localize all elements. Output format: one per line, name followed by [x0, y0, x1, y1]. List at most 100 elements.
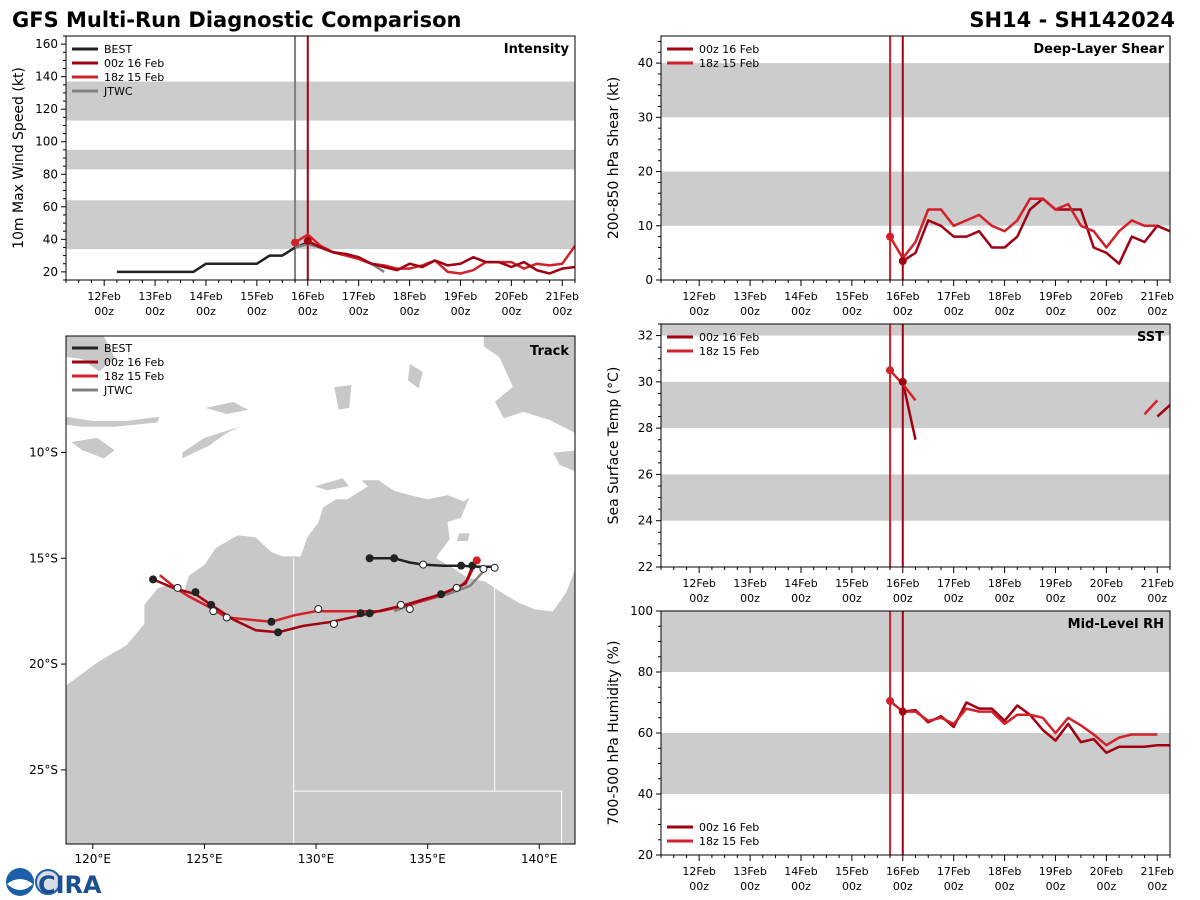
rh-marker-0 [886, 696, 895, 705]
rh-plot-area [661, 611, 1170, 855]
rh-xtick-date-3: 15Feb [835, 865, 868, 878]
intensity-xtick-hour-3: 00z [247, 305, 267, 318]
sst-xtick-date-6: 18Feb [988, 577, 1021, 590]
intensity-ytick-label-5: 120 [35, 102, 58, 116]
track-legend-run18: 18z 15 Feb [104, 370, 164, 383]
intensity-xtick-date-4: 16Feb [291, 290, 324, 303]
intensity-ytick-label-3: 80 [43, 167, 58, 181]
track-xtick-label-1: 125°E [186, 852, 223, 866]
rh-xtick-date-2: 14Feb [784, 865, 817, 878]
rh-xtick-date-1: 13Feb [733, 865, 766, 878]
shear-series-0 [902, 197, 1170, 265]
rh-xtick-hour-4: 00z [893, 880, 913, 893]
sst-ylabel: Sea Surface Temp (°C) [606, 367, 622, 525]
sst-xtick-hour-1: 00z [740, 592, 760, 605]
track-point-1 [390, 554, 399, 563]
sst-xtick-date-2: 14Feb [784, 577, 817, 590]
rh-xtick-hour-7: 00z [1046, 880, 1066, 893]
sst-title: SST [1137, 330, 1164, 345]
shear-xtick-hour-0: 00z [689, 305, 709, 318]
rh-xtick-date-0: 12Feb [682, 865, 715, 878]
rh-xtick-hour-2: 00z [791, 880, 811, 893]
shear-xtick-date-3: 15Feb [835, 290, 868, 303]
intensity-series-3 [307, 239, 575, 275]
sst-marker-0 [886, 366, 895, 375]
cira-wordmark: CIRA [38, 871, 102, 899]
track-point-2 [457, 561, 466, 570]
rh-legend-run18: 18z 15 Feb [699, 835, 759, 848]
shear-ytick-label-2: 20 [638, 165, 653, 179]
sst-xtick-date-3: 15Feb [835, 577, 868, 590]
track-open-point-8 [209, 607, 218, 616]
intensity-xtick-date-3: 15Feb [240, 290, 273, 303]
track-point-9 [207, 600, 216, 609]
sst-xtick-hour-6: 00z [995, 592, 1015, 605]
intensity-xtick-hour-4: 00z [298, 305, 318, 318]
shear-xtick-hour-8: 00z [1096, 305, 1116, 318]
intensity-xtick-hour-2: 00z [196, 305, 216, 318]
shear-xtick-hour-9: 00z [1147, 305, 1167, 318]
sst-xtick-date-7: 19Feb [1039, 577, 1072, 590]
sst-legend-run00: 00z 16 Feb [699, 331, 759, 344]
sst-xtick-hour-8: 00z [1096, 592, 1116, 605]
intensity-marker-0 [291, 238, 300, 247]
track-legend-run00: 00z 16 Feb [104, 356, 164, 369]
intensity-xtick-date-8: 20Feb [495, 290, 528, 303]
sst-xtick-date-9: 21Feb [1141, 577, 1174, 590]
rh-xtick-date-5: 17Feb [937, 865, 970, 878]
sst-plot-area [661, 324, 1170, 567]
track-open-point-10 [479, 564, 488, 573]
rh-xtick-hour-5: 00z [944, 880, 964, 893]
track-point-12 [365, 609, 374, 618]
intensity-legend-best: BEST [104, 43, 132, 56]
track-open-point-5 [405, 605, 414, 614]
track-point-10 [191, 588, 200, 597]
shear-ylabel: 200-850 hPa Shear (kt) [606, 77, 622, 239]
sst-series-1 [1156, 404, 1170, 418]
sst-xtick-date-4: 16Feb [886, 577, 919, 590]
cira-globe-icon [35, 869, 61, 895]
sst-ytick-label-0: 22 [638, 560, 653, 574]
shear-marker-1 [898, 257, 907, 266]
rh-ytick-label-4: 100 [630, 604, 653, 618]
rh-xtick-hour-3: 00z [842, 880, 862, 893]
storm-id: SH14 - SH142024 [969, 8, 1175, 32]
intensity-xtick-date-9: 21Feb [546, 290, 579, 303]
intensity-legend-run18: 18z 15 Feb [104, 71, 164, 84]
track-map-area [66, 336, 575, 844]
shear-xtick-hour-4: 00z [893, 305, 913, 318]
shear-series-1 [888, 197, 1158, 260]
sst-ytick-label-2: 26 [638, 467, 653, 481]
track-ytick-label-3: 25°S [29, 763, 58, 777]
intensity-ytick-label-4: 100 [35, 135, 58, 149]
shear-panel: 0 10 20 30 40 12Feb 00z 13Feb 00z 14Feb 00z 15Feb 00… [606, 35, 1174, 318]
shear-marker-0 [886, 232, 895, 241]
intensity-legend-jtwc: JTWC [103, 85, 133, 98]
intensity-ytick-label-7: 160 [35, 37, 58, 51]
shear-legend-run00: 00z 16 Feb [699, 43, 759, 56]
shear-xtick-hour-2: 00z [791, 305, 811, 318]
intensity-xtick-date-0: 12Feb [87, 290, 120, 303]
track-open-point-3 [396, 600, 405, 609]
intensity-xtick-hour-8: 00z [501, 305, 521, 318]
intensity-xtick-hour-7: 00z [451, 305, 471, 318]
shear-xtick-hour-1: 00z [740, 305, 760, 318]
intensity-title: Intensity [504, 42, 570, 57]
intensity-plot-area [66, 36, 575, 280]
shear-xtick-date-8: 20Feb [1090, 290, 1123, 303]
rh-xtick-hour-1: 00z [740, 880, 760, 893]
rh-ytick-label-3: 80 [638, 665, 653, 679]
track-open-point-0 [419, 560, 428, 569]
track-xtick-label-3: 135°E [409, 852, 446, 866]
track-open-point-2 [452, 583, 461, 592]
track-ytick-label-2: 20°S [29, 657, 58, 671]
rh-xtick-date-8: 20Feb [1090, 865, 1123, 878]
sa-border [293, 790, 563, 844]
shear-xtick-hour-6: 00z [995, 305, 1015, 318]
track-point-6 [356, 609, 365, 618]
shear-xtick-date-7: 19Feb [1039, 290, 1072, 303]
track-point-0 [365, 554, 374, 563]
intensity-marker-1 [303, 236, 312, 245]
shear-xtick-date-5: 17Feb [937, 290, 970, 303]
